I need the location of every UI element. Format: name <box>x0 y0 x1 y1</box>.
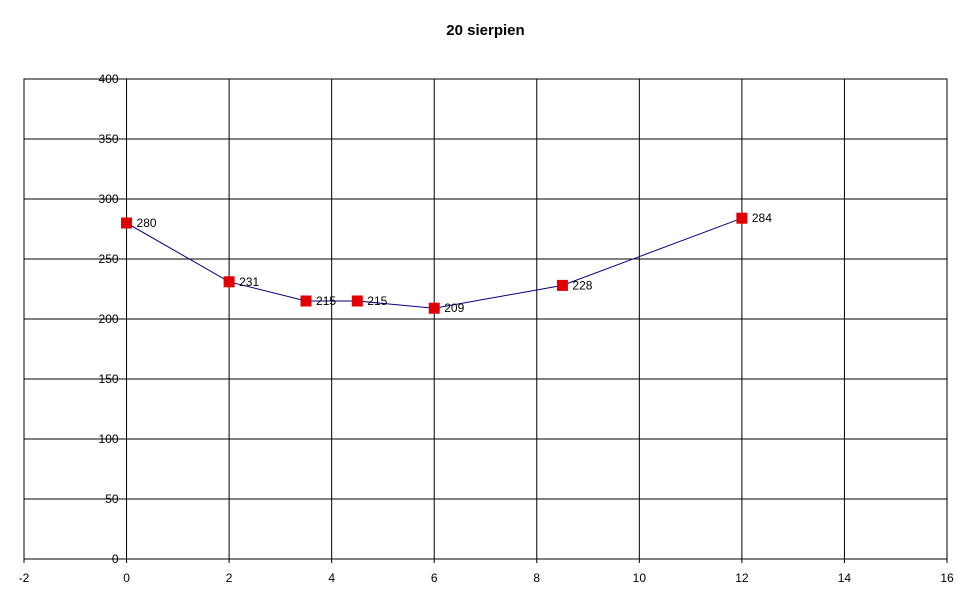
data-label: 284 <box>752 211 772 225</box>
data-point-marker <box>556 279 568 291</box>
x-tick-label: 10 <box>633 571 647 585</box>
x-tick-label: 4 <box>328 571 335 585</box>
data-point-marker <box>300 295 312 307</box>
x-tick-label: 8 <box>533 571 540 585</box>
y-tick-label: 250 <box>99 252 119 266</box>
data-point-marker <box>223 276 235 288</box>
x-tick-label: -2 <box>19 571 30 585</box>
data-point-marker <box>121 217 133 229</box>
x-tick-label: 12 <box>735 571 749 585</box>
data-point-marker <box>351 295 363 307</box>
y-tick-label: 50 <box>105 492 119 506</box>
x-tick-label: 6 <box>431 571 438 585</box>
data-label: 215 <box>367 294 387 308</box>
data-label: 231 <box>239 275 259 289</box>
data-point-marker <box>736 212 748 224</box>
data-label: 228 <box>572 278 592 292</box>
y-tick-label: 200 <box>99 312 119 326</box>
data-label: 209 <box>444 301 464 315</box>
data-label: 280 <box>137 216 157 230</box>
x-tick-label: 0 <box>123 571 130 585</box>
x-tick-label: 16 <box>940 571 954 585</box>
y-tick-label: 400 <box>99 72 119 86</box>
y-tick-label: 300 <box>99 192 119 206</box>
x-tick-label: 2 <box>226 571 233 585</box>
data-label: 215 <box>316 294 336 308</box>
y-tick-label: 150 <box>99 372 119 386</box>
x-tick-label: 14 <box>838 571 852 585</box>
y-tick-label: 0 <box>112 552 119 566</box>
chart-title: 20 sierpien <box>446 22 525 39</box>
y-tick-label: 350 <box>99 132 119 146</box>
y-tick-label: 100 <box>99 432 119 446</box>
data-point-marker <box>428 302 440 314</box>
